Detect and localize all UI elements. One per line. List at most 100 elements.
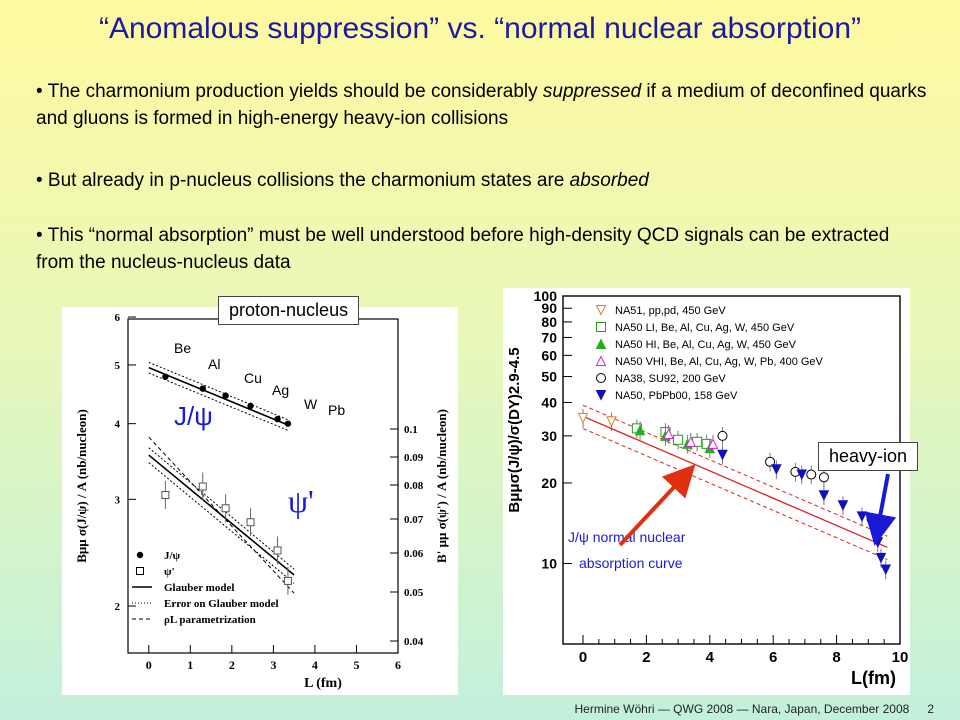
AA-legend-marker <box>595 390 607 401</box>
AA-data-point <box>685 436 697 447</box>
AA-y-tick-label: 90 <box>541 300 557 316</box>
AA-data-point <box>771 464 782 475</box>
AA-y-tick-label: 10 <box>541 555 557 571</box>
pA-y-axis-label: Bμμ σ(J/ψ) / A (nb/nucleon) <box>74 409 89 563</box>
pA-y-tick-label: 5 <box>115 360 121 372</box>
pA-x-tick-label: 1 <box>187 658 193 672</box>
pA-psip-annotation: ψ' <box>288 483 314 519</box>
pA-psip-point <box>283 576 292 585</box>
pA-y2-tick-label: 0.07 <box>404 514 424 526</box>
AA-data-point <box>673 434 684 445</box>
slide-title: “Anomalous suppression” vs. “normal nucl… <box>98 12 861 45</box>
pA-x-tick-label: 5 <box>353 658 359 672</box>
pA-chart-panel: 0 1 2 3 4 5 6 L (fm) 6 5 4 3 2 Bμμ σ(J/ψ) / A (nb/nuc… <box>62 307 458 695</box>
page-number: 2 <box>927 702 934 716</box>
AA-y-tick-label: 40 <box>541 394 557 410</box>
pA-x-tick-label: 0 <box>146 658 152 672</box>
AA-legend-marker <box>596 373 606 383</box>
AA-x-tick-label: 4 <box>706 649 715 666</box>
AA-data-point <box>707 438 719 449</box>
AA-fit-band-lower <box>582 428 888 561</box>
pA-y-tick-label: 4 <box>115 419 121 431</box>
pA-psip-error-band <box>148 447 295 570</box>
AA-legend-marker <box>595 338 607 349</box>
AA-y-tick-label: 60 <box>541 347 557 363</box>
pA-x-axis-label: L (fm) <box>304 676 342 691</box>
pA-psip-point <box>161 490 170 499</box>
AA-y-tick-label: 20 <box>541 475 557 491</box>
pA-x-tick-label: 2 <box>229 658 235 672</box>
AA-data-point <box>577 412 589 424</box>
AA-legend-entry: NA38, SU92, 200 GeV <box>615 373 726 385</box>
AA-x-axis-label: L(fm) <box>851 668 896 688</box>
bullet-1: • The charmonium production yields shoul… <box>36 78 928 132</box>
pA-y2-tick-label: 0.05 <box>404 587 424 599</box>
pA-y2-tick-label: 0.1 <box>404 424 418 436</box>
pA-psip-point <box>273 546 282 555</box>
pA-y2-axis-label: B' μμ σ(ψ') / A (nb/nucleon) <box>434 409 449 563</box>
pA-y2-tick-label: 0.06 <box>404 548 424 560</box>
pA-legend-psip-marker <box>136 567 144 575</box>
AA-legend-entry: NA50 LI, Be, Al, Cu, Ag, W, 450 GeV <box>615 322 795 334</box>
AA-data-point <box>837 500 849 511</box>
pA-legend-entry: ρL parametrization <box>164 614 256 626</box>
pA-jpsi-point <box>284 420 292 427</box>
pA-jpsi-point <box>247 402 254 410</box>
pA-psip-point <box>198 482 207 491</box>
AA-x-tick-label: 0 <box>579 649 587 666</box>
pA-psip-error-band <box>148 462 295 584</box>
pA-chart: 0 1 2 3 4 5 6 L (fm) 6 5 4 3 2 Bμμ σ(J/ψ) / A (nb/nuc… <box>74 312 449 691</box>
AA-fit-band-upper <box>582 404 888 537</box>
AA-legend-marker <box>595 305 607 316</box>
AA-y-tick-label: 30 <box>541 428 557 444</box>
pA-legend-entry: Error on Glauber model <box>164 598 279 610</box>
pA-psip-rhoL-line <box>148 436 295 594</box>
pA-legend-entry: ψ' <box>164 566 175 578</box>
pA-jpsi-point <box>162 373 169 380</box>
AA-legend-entry: NA50 VHI, Be, Al, Cu, Ag, W, Pb, 400 GeV <box>615 356 824 368</box>
AA-legend-entry: NA50, PbPb00, 158 GeV <box>615 390 738 402</box>
pA-legend-entry: Glauber model <box>164 582 234 594</box>
AA-legend-marker <box>596 322 606 332</box>
AA-y-tick-label: 80 <box>541 314 557 330</box>
bullet-1-emph: suppressed <box>542 81 642 102</box>
pA-jpsi-error-band <box>148 361 289 421</box>
pA-nucleus-label: W <box>304 396 318 412</box>
AA-data-point <box>765 456 776 467</box>
AA-legend-marker <box>595 355 607 366</box>
pA-y2-tick-label: 0.04 <box>404 636 424 648</box>
pA-nucleus-label: Cu <box>244 370 262 386</box>
AA-x-tick-label: 10 <box>892 649 909 666</box>
pA-y-tick-label: 2 <box>115 601 121 613</box>
bullet-1-rest: if a medium of deconfined quarks and glu… <box>36 81 927 129</box>
label-proton-nucleus: proton-nucleus <box>218 296 360 325</box>
AA-data-point <box>717 449 728 461</box>
pA-legend-jpsi-marker <box>136 551 144 559</box>
AA-legend-entry: NA51, pp,pd, 450 GeV <box>615 305 726 317</box>
AA-data-point <box>663 428 674 439</box>
bullet-1-text: • The charmonium production yields shoul… <box>36 81 543 102</box>
pA-nucleus-label: Ag <box>272 382 289 398</box>
pA-x-tick-label: 6 <box>395 658 401 672</box>
AA-annotation-line2: absorption curve <box>579 555 683 571</box>
pA-y2-tick-label: 0.09 <box>404 452 424 464</box>
AA-x-tick-label: 2 <box>642 649 650 666</box>
AA-x-tick-label: 6 <box>769 649 777 666</box>
footer: Hermine Wöhri — QWG 2008 — Nara, Japan, … <box>575 702 935 716</box>
AA-data-point <box>880 564 892 576</box>
pA-jpsi-point <box>274 415 281 423</box>
AA-data-point <box>875 552 887 564</box>
AA-data-point <box>856 511 868 522</box>
pA-psip-point <box>221 504 230 513</box>
AA-y-axis-label: Bμμσ(J/ψ)/σ(DY)2.9-4.5 <box>506 347 523 512</box>
pA-legend-entry: J/ψ <box>164 550 181 562</box>
pA-y-tick-label: 6 <box>115 312 121 324</box>
bullet-3: • This “normal absorption” must be well … <box>36 222 928 276</box>
AA-data-point <box>606 416 617 427</box>
pA-nucleus-label: Al <box>208 356 220 372</box>
bullet-2: • But already in p-nucleus collisions th… <box>36 167 928 194</box>
pA-x-tick-label: 3 <box>270 658 276 672</box>
AA-y-tick-label: 70 <box>541 329 557 345</box>
